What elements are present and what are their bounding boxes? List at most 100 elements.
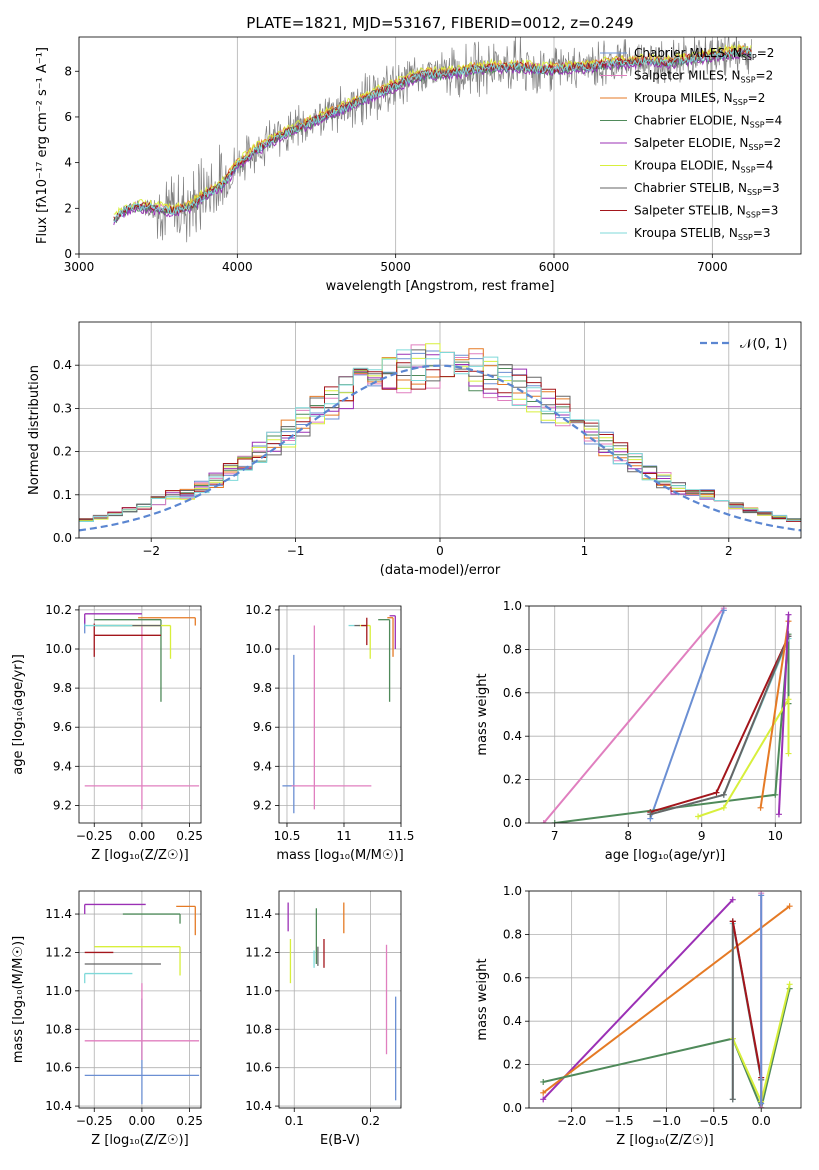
weight_vs_Z-ytick-label: 0.8: [503, 927, 522, 941]
residuals-plot-area: [79, 343, 801, 532]
spectrum-ytick-label: 8: [64, 64, 72, 78]
weight_vs_age-ytick-label: 0.0: [503, 816, 522, 830]
mass_vs_EBV-frame: [278, 890, 402, 1109]
age_vs_Z-plot-area: [84, 613, 200, 810]
residuals-xtick-label: 2: [725, 544, 733, 558]
spectrum-frame: [78, 36, 802, 255]
mass_vs_Z-ytick-label: 10.6: [45, 1061, 72, 1075]
age_vs_mass-ytick-label: 9.6: [253, 720, 272, 734]
residuals-xtick-label: −2: [142, 544, 160, 558]
residuals-xtick-label: 1: [581, 544, 589, 558]
residuals-xlabel: (data-model)/error: [380, 563, 501, 578]
spectrum-legend-suffix: =2: [757, 46, 775, 60]
weight_vs_age-line-1: [649, 609, 725, 820]
spectrum-legend-sub: SSP: [750, 121, 765, 130]
gaussian-legend-label: 𝒩(0, 1): [740, 337, 787, 352]
weight_vs_age-ytick-label: 1.0: [503, 599, 522, 613]
mass_vs_Z-ytick-label: 11.4: [45, 907, 72, 921]
spectrum-xtick-label: 5000: [380, 260, 411, 274]
mass_vs_EBV-ytick-label: 11.0: [245, 984, 272, 998]
spectrum-legend-sub: SSP: [741, 166, 756, 175]
age_vs_mass-xtick-label: 11.5: [388, 829, 415, 843]
weight_vs_Z-marker: [540, 1089, 547, 1096]
age_vs_Z-ytick-label: 10.2: [45, 603, 72, 617]
weight_vs_Z-xtick-label: −0.5: [699, 1114, 728, 1128]
spectrum-legend-label: Kroupa MILES, NSSP=2: [634, 91, 765, 107]
spectrum-legend-suffix: =2: [756, 69, 774, 83]
spectrum-xtick-label: 7000: [697, 260, 728, 274]
weight_vs_age-xlabel: age [log₁₀(age/yr)]: [605, 848, 726, 863]
age_vs_Z-xtick-label: 0.25: [176, 829, 203, 843]
spectrum-xtick-label: 4000: [222, 260, 253, 274]
weight_vs_age-line-8: [777, 614, 790, 815]
spectrum-xtick-label: 3000: [64, 260, 95, 274]
spectrum-xlabel: wavelength [Angstrom, rest frame]: [326, 279, 555, 294]
age_vs_mass-plot-area: [282, 615, 396, 814]
spectrum-ytick-label: 6: [64, 110, 72, 124]
residuals-ytick-label: 0.1: [53, 488, 72, 502]
age_vs_mass-ytick-label: 10.2: [245, 603, 272, 617]
residuals-ytick-label: 0.0: [53, 531, 72, 545]
weight_vs_Z-ytick-label: 0.0: [503, 1101, 522, 1115]
weight_vs_age-xtick-label: 8: [624, 829, 632, 843]
spectrum-legend-label: Salpeter ELODIE, NSSP=2: [634, 136, 781, 152]
age_vs_Z-ytick-label: 9.8: [53, 681, 72, 695]
weight_vs_Z-marker: [540, 1096, 547, 1103]
mass_vs_EBV-xtick-label: 0.2: [361, 1114, 380, 1128]
mass_vs_Z-plot-area: [84, 903, 200, 1105]
residuals-xtick-label: 0: [436, 544, 444, 558]
weight_vs_age-marker: [720, 804, 727, 811]
weight_vs_age-axes: 7 8 9 10 0.0 0.2 0.4 0.6 0.8 1.0 age [log₁₀(age/yr…: [475, 599, 802, 863]
mass_vs_Z-ytick-label: 11.0: [45, 984, 72, 998]
spectrum-legend-suffix: =4: [765, 114, 783, 128]
mass_vs_EBV-plot-area: [287, 902, 397, 1101]
mass_vs_Z-xtick-label: 0.00: [129, 1114, 156, 1128]
weight_vs_Z-marker: [758, 1100, 765, 1107]
mass_vs_EBV-ytick-label: 10.4: [245, 1099, 272, 1113]
weight_vs_age-marker: [695, 813, 702, 820]
spectrum-legend-suffix: =2: [748, 91, 766, 105]
mass_vs_Z-ytick-label: 11.2: [45, 945, 72, 959]
spectrum-legend-label: Salpeter MILES, NSSP=2: [634, 69, 773, 85]
spectrum-ytick-label: 0: [64, 247, 72, 261]
weight_vs_Z-xlabel: Z [log₁₀(Z/Z☉)]: [616, 1133, 713, 1148]
spectrum-legend-sub: SSP: [747, 188, 762, 197]
age_vs_Z-xtick-label: 0.00: [129, 829, 156, 843]
residuals-ytick-label: 0.4: [53, 358, 72, 372]
spectrum-legend-sub: SSP: [742, 53, 757, 62]
spectrum-title: PLATE=1821, MJD=53167, FIBERID=0012, z=0…: [246, 14, 633, 32]
residuals-xtick-label: −1: [287, 544, 305, 558]
age_vs_mass-axes: 10.5 11 11.5 9.2 9.4 9.6 9.8 10.0 10.2 mass [log₁…: [245, 603, 414, 863]
mass_vs_EBV-ytick-label: 11.4: [245, 907, 272, 921]
age_vs_Z-axes: −0.25 0.00 0.25 9.2 9.4 9.6 9.8 10.0 10.2 Z [log₁…: [11, 603, 203, 863]
weight_vs_age-marker: [713, 789, 720, 796]
spectrum-legend-label: Chabrier ELODIE, NSSP=4: [634, 114, 782, 130]
weight_vs_Z-marker: [758, 892, 765, 899]
spectrum-ylabel: Flux [fλ10⁻¹⁷ erg cm⁻² s⁻¹ A⁻¹]: [35, 47, 50, 244]
weight_vs_Z-xtick-label: −1.5: [604, 1114, 633, 1128]
residuals-ytick-label: 0.3: [53, 401, 72, 415]
spectrum-legend-label: Salpeter STELIB, NSSP=3: [634, 204, 778, 220]
weight_vs_age-ytick-label: 0.4: [503, 729, 522, 743]
weight_vs_Z-line-0: [542, 899, 734, 1100]
weight_vs_age-line-7: [759, 621, 790, 808]
weight_vs_age-xtick-label: 9: [698, 829, 706, 843]
weight_vs_age-marker: [772, 791, 779, 798]
weight_vs_age-plot-area: [540, 606, 792, 823]
residuals-frame: [78, 321, 802, 539]
spectrum-xtick-label: 6000: [539, 260, 570, 274]
residuals-axes: −2 −1 0 1 2 0.0 0.1 0.2 0.3 0.4 (data-model)/error…: [27, 321, 802, 578]
weight_vs_age-line-0: [542, 607, 725, 823]
weight_vs_Z-marker: [729, 1096, 736, 1103]
age_vs_Z-ytick-label: 10.0: [45, 642, 72, 656]
mass_vs_Z-axes: −0.25 0.00 0.25 10.4 10.6 10.8 11.0 11.2 11.4 Z […: [11, 890, 203, 1148]
mass_vs_EBV-ytick-label: 10.6: [245, 1061, 272, 1075]
weight_vs_Z-ytick-label: 0.6: [503, 971, 522, 985]
spectrum-legend-sub: SSP: [738, 233, 753, 242]
weight_vs_age-line-2: [554, 634, 790, 823]
weight_vs_Z-axes: −2.0 −1.5 −1.0 −0.5 0.0 0.0 0.2 0.4 0.6 0.8 1.0 Z […: [475, 884, 802, 1148]
spectrum-legend-sub: SSP: [733, 98, 748, 107]
spectrum-legend-suffix: =3: [761, 204, 779, 218]
weight_vs_Z-line-2: [542, 988, 791, 1108]
